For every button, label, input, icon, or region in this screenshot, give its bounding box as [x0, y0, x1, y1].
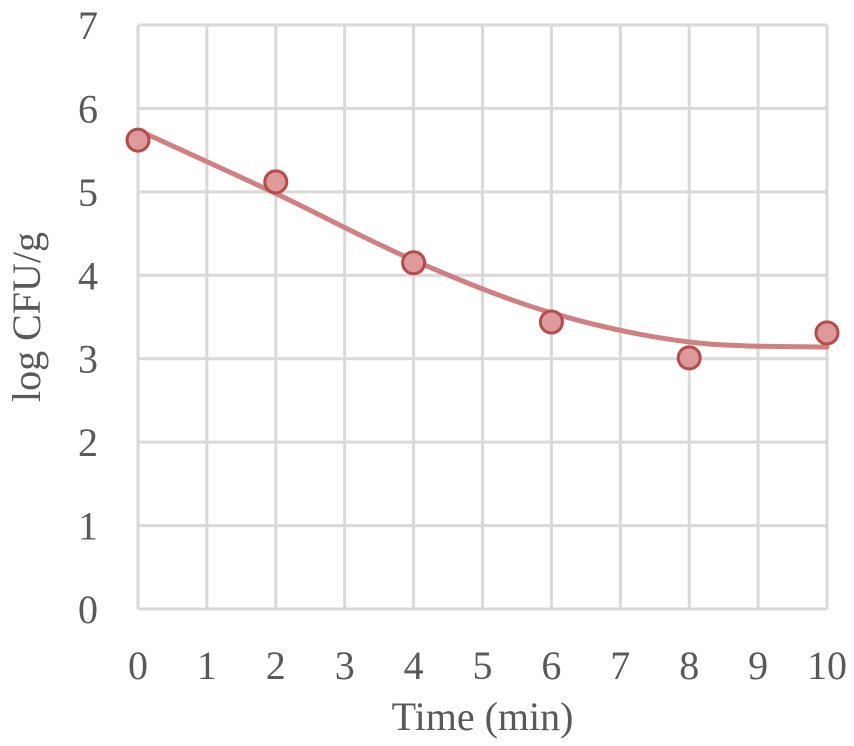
- y-tick-labels: 0 1 2 3 4 5 6 7: [78, 3, 98, 632]
- x-tick-label: 5: [473, 643, 493, 688]
- x-tick-label: 6: [541, 643, 561, 688]
- y-tick-label: 2: [78, 420, 98, 465]
- data-point: [263, 169, 289, 195]
- data-point: [676, 345, 702, 371]
- x-tick-label: 10: [807, 643, 847, 688]
- vertical-gridlines: [136, 25, 829, 609]
- y-tick-label: 1: [78, 504, 98, 549]
- y-tick-label: 6: [78, 86, 98, 131]
- y-tick-label: 7: [78, 3, 98, 48]
- x-tick-label: 3: [335, 643, 355, 688]
- x-tick-label: 2: [266, 643, 286, 688]
- y-axis-title: log CFU/g: [4, 232, 49, 402]
- y-tick-label: 4: [78, 253, 98, 298]
- horizontal-gridlines: [138, 23, 827, 611]
- x-tick-label: 7: [610, 643, 630, 688]
- x-tick-label: 8: [679, 643, 699, 688]
- data-point: [125, 127, 151, 153]
- y-tick-label: 5: [78, 170, 98, 215]
- x-tick-label: 9: [748, 643, 768, 688]
- x-tick-label: 0: [128, 643, 148, 688]
- trendline: [135, 127, 830, 350]
- x-tick-label: 4: [404, 643, 424, 688]
- y-tick-label: 0: [78, 587, 98, 632]
- data-point: [401, 250, 427, 276]
- data-point: [538, 309, 564, 335]
- data-points: [125, 127, 840, 371]
- data-point: [814, 320, 840, 346]
- y-tick-label: 3: [78, 337, 98, 382]
- x-tick-labels: 0 1 2 3 4 5 6 7 8 9 10: [128, 643, 847, 688]
- x-axis-title: Time (min): [392, 694, 574, 739]
- x-tick-label: 1: [197, 643, 217, 688]
